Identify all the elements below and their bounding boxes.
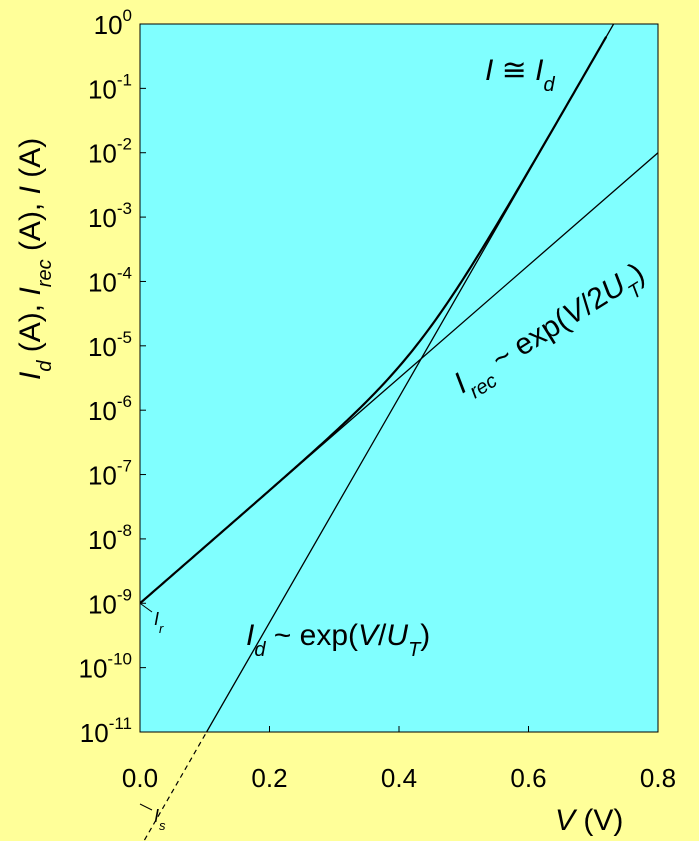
- diffusion-current-annotation: Id ~ exp(V/UT): [246, 619, 430, 661]
- y-tick-label: 10-4: [88, 263, 132, 297]
- x-axis-label: V (V): [555, 804, 623, 837]
- y-tick-label: 10-1: [88, 70, 132, 104]
- y-tick-labels: 100 10-1 10-2 10-3 10-4 10-5 10-6 10-7 10-8 10-9 1…: [79, 6, 146, 748]
- series-total-current-curve: [140, 36, 608, 605]
- y-tick-label: 10-8: [88, 521, 132, 555]
- x-tick-label: 0.2: [251, 763, 287, 793]
- is-leader: [139, 803, 153, 811]
- y-tick-label: 100: [94, 6, 132, 40]
- x-tick-label: 0.8: [640, 763, 676, 793]
- y-axis-label: Id (A), Irec (A), I (A): [14, 138, 56, 380]
- x-tick-label: 0.0: [122, 763, 158, 793]
- y-tick-label: 10-6: [88, 392, 132, 426]
- ir-leader: [139, 602, 153, 613]
- y-tick-label: 10-5: [88, 328, 132, 362]
- series-layer: [139, 24, 658, 841]
- series-diffusion-extrapolation: [143, 731, 208, 841]
- y-tick-label: 10-11: [80, 714, 132, 748]
- y-tick-label: 10-10: [79, 650, 133, 684]
- total-current-annotation: I ≅ Id: [485, 54, 556, 96]
- y-tick-label: 10-2: [88, 135, 132, 169]
- y-tick-label: 10-9: [88, 585, 132, 619]
- x-tick-label: 0.4: [381, 763, 417, 793]
- recombination-saturation-label: Ir: [154, 609, 164, 636]
- x-tick-labels: 0.0 0.2 0.4 0.6 0.8: [122, 726, 676, 793]
- y-tick-label: 10-3: [88, 199, 132, 233]
- diffusion-saturation-label: Is: [154, 806, 166, 833]
- x-tick-label: 0.6: [510, 763, 546, 793]
- y-tick-label: 10-7: [88, 457, 132, 491]
